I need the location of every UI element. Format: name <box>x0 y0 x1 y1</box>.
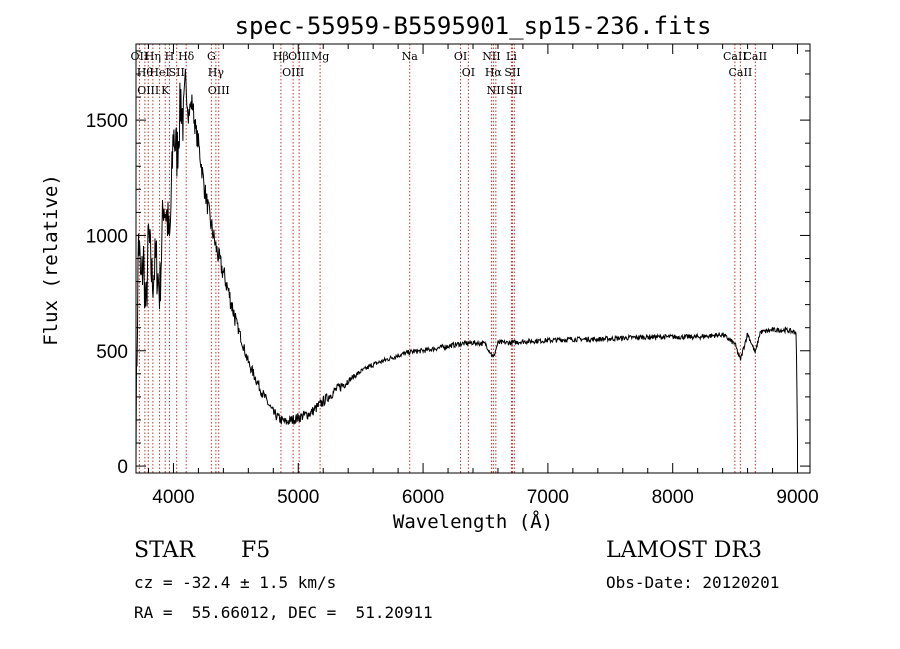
y-axis-ticks: 0 500 1000 1500 <box>86 50 810 478</box>
line-label-4: HeI <box>149 66 169 79</box>
line-label-6: H <box>165 50 175 63</box>
x-tick-label-6000: 6000 <box>402 487 444 508</box>
line-label-1: Hθ <box>137 66 154 79</box>
line-label-26: CaII <box>729 66 753 79</box>
line-label-7: SII <box>169 66 185 79</box>
line-label-0: OII <box>131 50 149 63</box>
x-tick-label-8000: 8000 <box>652 487 694 508</box>
x-tick-label-4000: 4000 <box>152 487 194 508</box>
line-label-9: G <box>207 50 216 63</box>
line-label-15: Mg <box>311 50 329 63</box>
line-label-13: OIII <box>282 66 304 79</box>
spectrum-chart: spec-55959-B5595901_sp15-236.fits OII Hθ O… <box>40 12 819 533</box>
observation-date: Obs-Date: 20120201 <box>606 573 780 592</box>
y-tick-label-500: 500 <box>96 342 128 363</box>
object-class: STAR <box>134 538 195 563</box>
x-tick-label-5000: 5000 <box>277 487 319 508</box>
spectrum-line <box>135 68 798 467</box>
x-axis-ticks: 4000 5000 6000 7000 8000 9000 <box>147 44 819 508</box>
line-label-18: OI <box>462 66 475 79</box>
line-label-5: K <box>161 84 170 97</box>
coordinates: RA = 55.66012, DEC = 51.20911 <box>134 603 433 622</box>
line-label-16: Na <box>402 50 419 63</box>
radial-velocity: cz = -32.4 ± 1.5 km/s <box>134 573 337 592</box>
line-label-8: Hδ <box>178 50 195 63</box>
line-label-3: Hη <box>145 50 161 63</box>
survey-name: LAMOST DR3 <box>606 538 762 563</box>
x-tick-label-9000: 9000 <box>776 487 818 508</box>
line-label-23: SII <box>504 66 520 79</box>
x-axis-label: Wavelength (Å) <box>393 510 553 533</box>
y-tick-label-0: 0 <box>117 457 128 478</box>
line-label-22: Li <box>506 50 517 63</box>
line-label-17: OI <box>454 50 467 63</box>
line-label-11: OIII <box>208 84 230 97</box>
y-tick-label-1000: 1000 <box>86 226 128 247</box>
line-label-12: Hβ <box>273 50 289 63</box>
line-label-21: NII <box>487 84 505 97</box>
object-subclass: F5 <box>241 538 271 563</box>
line-label-25: CaII <box>723 50 747 63</box>
x-tick-label-7000: 7000 <box>527 487 569 508</box>
emission-line-markers <box>138 44 756 473</box>
plot-frame <box>135 43 811 474</box>
line-label-2: OIII <box>137 84 159 97</box>
line-label-14: OIII <box>288 50 310 63</box>
line-label-10: Hγ <box>208 66 225 79</box>
line-label-27: CaII <box>743 50 767 63</box>
line-label-19: NII <box>482 50 500 63</box>
chart-title: spec-55959-B5595901_sp15-236.fits <box>235 12 712 40</box>
line-label-24: SII <box>506 84 522 97</box>
y-tick-label-1500: 1500 <box>86 111 128 132</box>
line-label-20: Hα <box>485 66 503 79</box>
y-axis-label: Flux (relative) <box>40 174 62 346</box>
